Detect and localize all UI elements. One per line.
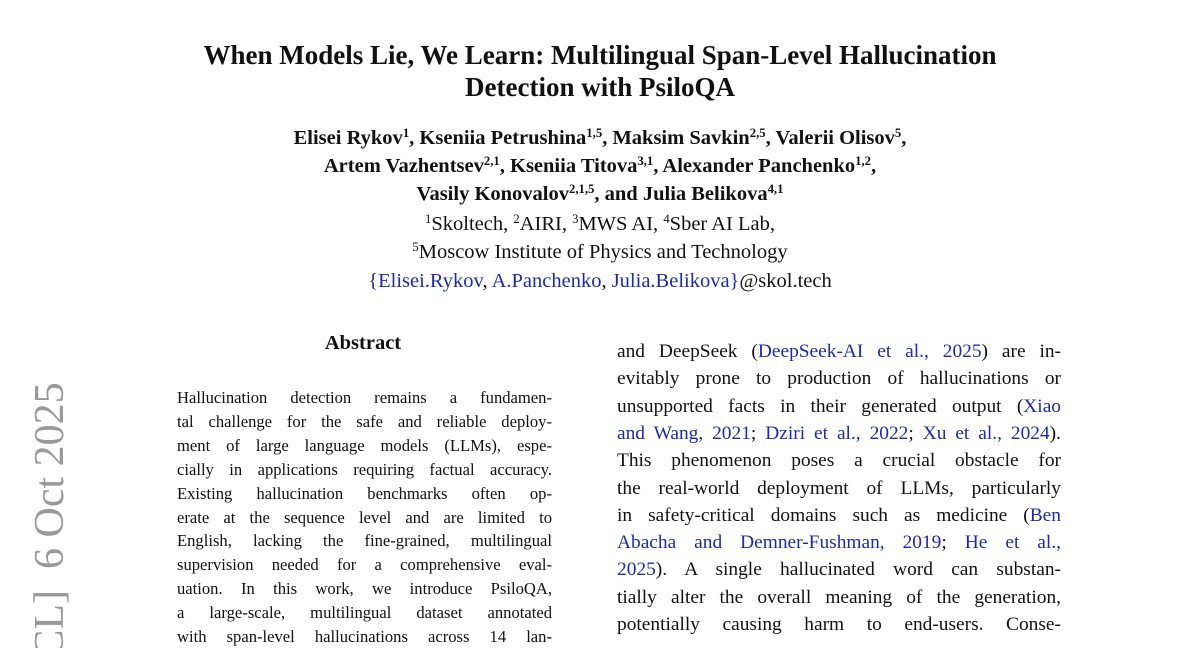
citation-link[interactable]: Xiao bbox=[1023, 395, 1061, 417]
body-line: tially alter the overall meaning of the … bbox=[617, 586, 1061, 610]
email-link[interactable]: A.Panchenko bbox=[491, 270, 602, 292]
abstract-line: cially in applications requiring factual… bbox=[177, 459, 552, 479]
author-separator: , bbox=[499, 155, 505, 177]
author-line: Vasily Konovalov2,1,5, and Julia Belikov… bbox=[0, 183, 1200, 206]
affiliation-name: AIRI, bbox=[519, 213, 567, 235]
author-separator: , bbox=[871, 155, 877, 177]
author-affiliation-mark: 3,1 bbox=[637, 154, 654, 169]
affiliation-line: 1Skoltech, 2AIRI, 3MWS AI, 4Sber AI Lab, bbox=[0, 213, 1200, 236]
body-line: Abacha and Demner-Fushman, 2019; He et a… bbox=[617, 531, 1061, 555]
title-line: Detection with PsiloQA bbox=[465, 72, 735, 102]
author-affiliation-mark: 1 bbox=[402, 126, 410, 141]
affiliation-mark: 5 bbox=[412, 240, 419, 255]
author-name: Valerii Olisov bbox=[775, 127, 895, 149]
author-name: Maksim Savkin bbox=[612, 127, 750, 149]
abstract-line: supervision needed for a comprehensive e… bbox=[177, 555, 552, 575]
title-line: When Models Lie, We Learn: Multilingual … bbox=[203, 40, 997, 70]
author-affiliation-mark: 2,1 bbox=[483, 154, 500, 169]
abstract-heading: Abstract bbox=[324, 332, 402, 354]
body-text: ). bbox=[1049, 422, 1061, 444]
body-text: evitably prone to production of hallucin… bbox=[617, 368, 1061, 390]
citation-link[interactable]: Abacha and Demner-Fushman, 2019 bbox=[617, 532, 942, 554]
body-text: and DeepSeek ( bbox=[617, 341, 758, 362]
author-name: Julia Belikova bbox=[642, 183, 768, 205]
author-name: Artem Vazhentsev bbox=[323, 155, 484, 177]
citation-link[interactable]: Dziri et al., 2022 bbox=[765, 422, 909, 444]
body-line: and DeepSeek (DeepSeek-AI et al., 2025) … bbox=[617, 340, 1061, 364]
author-affiliation-mark: 1,2 bbox=[855, 154, 871, 169]
body-line: the real-world deployment of LLMs, parti… bbox=[617, 477, 1061, 501]
body-line: 2025). A single hallucinated word can su… bbox=[617, 558, 1061, 582]
abstract-line: tal challenge for the safe and reliable … bbox=[177, 411, 552, 431]
author-affiliation-mark: 2,1,5 bbox=[569, 182, 595, 197]
email-text: , bbox=[601, 270, 612, 292]
body-text: potentially causing harm to end-users. C… bbox=[617, 614, 1061, 635]
body-text: ; bbox=[908, 422, 914, 444]
author-name: Alexander Panchenko bbox=[662, 155, 856, 177]
author-affiliation-mark: 4,1 bbox=[767, 182, 784, 197]
body-text: tially alter the overall meaning of the … bbox=[617, 586, 1061, 608]
abstract-line: erate at the sequence level and are limi… bbox=[177, 507, 552, 527]
arxiv-stamp: CL] 6 Oct 2025 bbox=[27, 382, 73, 648]
body-text: ) are in- bbox=[981, 341, 1061, 362]
email-link[interactable]: {Elisei.Rykov bbox=[368, 270, 483, 292]
citation-link[interactable]: and Wang, 2021 bbox=[617, 422, 751, 444]
citation-link[interactable]: DeepSeek-AI et al., 2025 bbox=[757, 341, 982, 362]
author-separator: , bbox=[765, 127, 771, 149]
email-line: {Elisei.Rykov, A.Panchenko, Julia.Beliko… bbox=[0, 270, 1200, 293]
abstract-line: a large-scale, multilingual dataset anno… bbox=[177, 603, 552, 623]
body-line: unsupported facts in their generated out… bbox=[617, 395, 1061, 419]
body-line: evitably prone to production of hallucin… bbox=[617, 367, 1061, 391]
author-name: Kseniia Petrushina bbox=[419, 127, 587, 149]
author-affiliation-mark: 2,5 bbox=[749, 126, 766, 141]
body-line: potentially causing harm to end-users. C… bbox=[617, 613, 1061, 637]
body-text: the real-world deployment of LLMs, parti… bbox=[617, 477, 1061, 499]
body-text: ). A single hallucinated word can substa… bbox=[655, 559, 1061, 581]
abstract-line: with span-level hallucinations across 14… bbox=[177, 627, 552, 646]
author-separator: , and bbox=[594, 183, 638, 205]
body-text: This phenomenon poses a crucial obstacle… bbox=[617, 450, 1061, 472]
author-separator: , bbox=[901, 127, 907, 149]
email-text: , bbox=[482, 270, 492, 292]
author-affiliation-mark: 1,5 bbox=[586, 126, 603, 141]
abstract-line: Hallucination detection remains a fundam… bbox=[177, 388, 552, 407]
author-line: Elisei Rykov1, Kseniia Petrushina1,5, Ma… bbox=[0, 127, 1200, 150]
affiliation-mark: 3 bbox=[572, 212, 579, 227]
citation-link[interactable]: 2025 bbox=[617, 559, 656, 581]
author-name: Kseniia Titova bbox=[510, 155, 638, 177]
affiliation-mark: 1 bbox=[424, 212, 432, 227]
author-separator: , bbox=[602, 127, 608, 149]
author-line: Artem Vazhentsev2,1, Kseniia Titova3,1, … bbox=[0, 155, 1200, 178]
author-affiliation-mark: 5 bbox=[894, 126, 902, 141]
affiliation-mark: 2 bbox=[513, 212, 520, 227]
body-text: ; bbox=[750, 422, 757, 444]
abstract-line: Existing hallucination benchmarks often … bbox=[177, 483, 552, 503]
abstract-line: uation. In this work, we introduce Psilo… bbox=[177, 579, 552, 599]
abstract-line: English, lacking the fine-grained, multi… bbox=[177, 531, 552, 551]
body-line: in safety-critical domains such as medic… bbox=[617, 504, 1061, 528]
affiliation-name: Skoltech, bbox=[431, 213, 509, 235]
body-line: and Wang, 2021; Dziri et al., 2022; Xu e… bbox=[617, 422, 1061, 446]
email-text: @skol.tech bbox=[739, 270, 832, 292]
author-separator: , bbox=[653, 155, 659, 177]
citation-link[interactable]: He et al., bbox=[964, 532, 1061, 554]
affiliation-name: MWS AI, bbox=[578, 213, 659, 235]
author-separator: , bbox=[409, 127, 415, 149]
citation-link[interactable]: Ben bbox=[1029, 504, 1061, 526]
body-line: This phenomenon poses a crucial obstacle… bbox=[617, 449, 1061, 473]
body-text: ; bbox=[941, 532, 947, 554]
author-name: Elisei Rykov bbox=[293, 127, 403, 149]
affiliation-name: Sber AI Lab, bbox=[669, 213, 775, 235]
affiliation-name: Moscow Institute of Physics and Technolo… bbox=[418, 241, 788, 263]
author-name: Vasily Konovalov bbox=[416, 183, 569, 205]
affiliation-line: 5Moscow Institute of Physics and Technol… bbox=[0, 241, 1200, 264]
abstract-line: ment of large language models (LLMs), es… bbox=[177, 435, 552, 455]
affiliation-mark: 4 bbox=[663, 212, 670, 227]
citation-link[interactable]: Xu et al., 2024 bbox=[922, 422, 1050, 444]
body-text: unsupported facts in their generated out… bbox=[617, 395, 1024, 417]
email-link[interactable]: Julia.Belikova} bbox=[611, 270, 740, 292]
body-text: in safety-critical domains such as medic… bbox=[617, 504, 1030, 526]
